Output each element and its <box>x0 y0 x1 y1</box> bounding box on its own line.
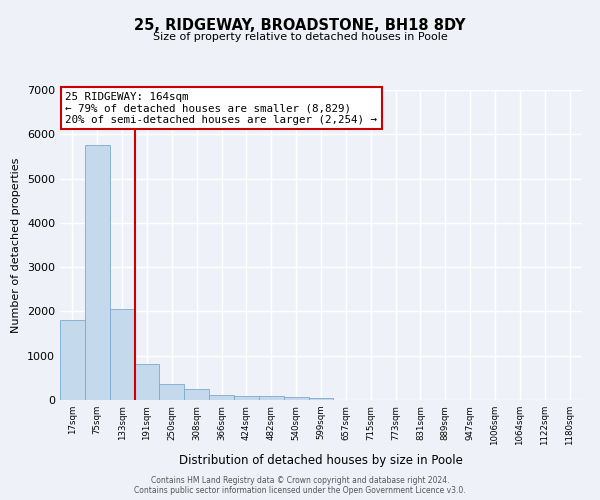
Text: 25 RIDGEWAY: 164sqm
← 79% of detached houses are smaller (8,829)
20% of semi-det: 25 RIDGEWAY: 164sqm ← 79% of detached ho… <box>65 92 377 124</box>
Bar <box>259 396 284 400</box>
X-axis label: Distribution of detached houses by size in Poole: Distribution of detached houses by size … <box>179 454 463 466</box>
Text: Contains HM Land Registry data © Crown copyright and database right 2024.: Contains HM Land Registry data © Crown c… <box>151 476 449 485</box>
Bar <box>60 320 85 400</box>
Bar <box>85 146 110 400</box>
Bar <box>110 309 134 400</box>
Bar <box>184 390 209 400</box>
Bar <box>134 364 160 400</box>
Bar <box>308 398 334 400</box>
Bar <box>234 396 259 400</box>
Bar <box>209 395 234 400</box>
Bar <box>160 384 184 400</box>
Text: Contains public sector information licensed under the Open Government Licence v3: Contains public sector information licen… <box>134 486 466 495</box>
Y-axis label: Number of detached properties: Number of detached properties <box>11 158 22 332</box>
Bar <box>284 398 308 400</box>
Text: Size of property relative to detached houses in Poole: Size of property relative to detached ho… <box>152 32 448 42</box>
Text: 25, RIDGEWAY, BROADSTONE, BH18 8DY: 25, RIDGEWAY, BROADSTONE, BH18 8DY <box>134 18 466 32</box>
